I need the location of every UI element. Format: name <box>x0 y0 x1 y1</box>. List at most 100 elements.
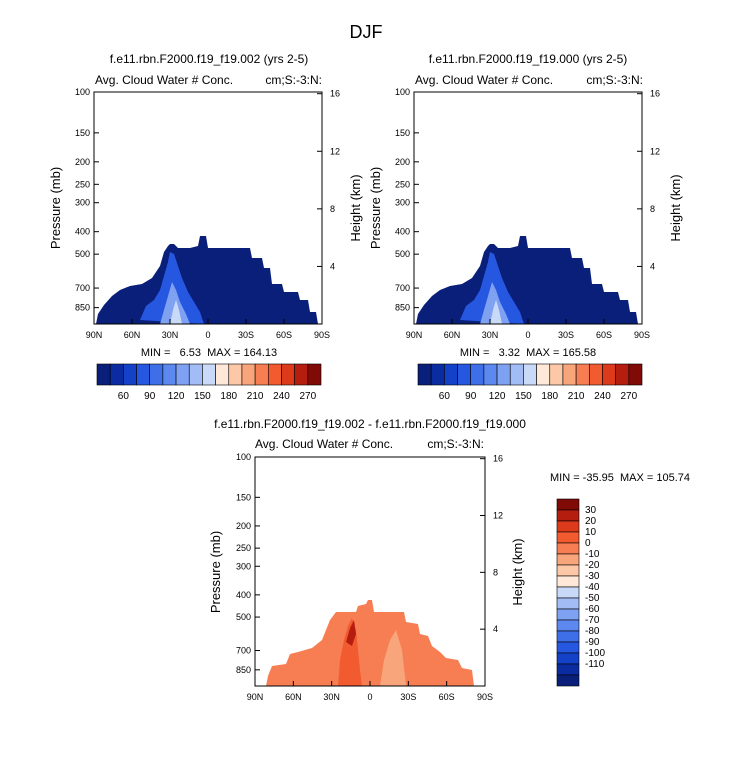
colorbar-swatch <box>556 509 580 522</box>
colorbar-label: 60 <box>118 391 130 402</box>
colorbar-swatch <box>470 363 485 386</box>
y-right-tick-label: 16 <box>330 89 340 99</box>
y-right-tick-label: 12 <box>650 146 660 156</box>
x-tick-label: 30S <box>400 692 416 702</box>
colorbar-label: -20 <box>585 560 600 571</box>
x-tick-label: 60S <box>439 692 455 702</box>
colorbar-swatch <box>417 363 432 386</box>
panel-3-subtitle-right: cm;S:-3:N: <box>427 437 484 451</box>
colorbar-swatch <box>444 363 458 386</box>
colorbar-swatch <box>556 498 580 511</box>
panel-3-region-strong <box>338 618 362 686</box>
x-tick-label: 60N <box>444 330 461 340</box>
colorbar-swatch <box>562 363 577 386</box>
x-tick-label: 30S <box>238 330 254 340</box>
colorbar-label: 90 <box>465 391 477 402</box>
panel-3-ylabel: Pressure (mb) <box>208 531 223 613</box>
panel-2-y-ticks: 100 150 200 250 300 400 500 700 850 <box>395 87 419 313</box>
panel-3-region-weak <box>380 630 406 686</box>
colorbar-swatch <box>556 630 580 643</box>
panel-3-y-ticks-right: 16 12 8 4 <box>480 454 503 634</box>
colorbar-label: -90 <box>585 637 600 648</box>
panel-2-heatmap-field <box>416 236 638 324</box>
x-tick-label: 90N <box>86 330 103 340</box>
colorbar-label: 0 <box>585 538 591 549</box>
colorbar-label: 210 <box>568 391 585 402</box>
colorbar-swatch <box>556 597 580 610</box>
panel-2-ylabel: Pressure (mb) <box>368 167 383 249</box>
panel-2-subtitle-right: cm;S:-3:N: <box>586 73 643 87</box>
panel-1: f.e11.rbn.F2000.f19_f19.002 (yrs 2-5) Av… <box>48 52 363 402</box>
y-tick-label: 850 <box>236 665 251 675</box>
colorbar-swatch <box>136 363 151 386</box>
colorbar-swatch <box>523 363 537 386</box>
x-tick-label: 30N <box>162 330 179 340</box>
colorbar-swatch <box>254 363 269 386</box>
y-tick-label: 200 <box>395 157 410 167</box>
colorbar-swatch <box>281 363 295 386</box>
colorbar-label: 150 <box>515 391 532 402</box>
y-tick-label: 500 <box>75 249 90 259</box>
y-tick-label: 100 <box>75 87 90 97</box>
y-tick-label: 100 <box>236 452 251 462</box>
colorbar-swatch <box>430 363 445 386</box>
colorbar-label: -110 <box>585 659 605 670</box>
y-right-tick-label: 12 <box>330 146 340 156</box>
colorbar-swatch <box>556 520 580 533</box>
x-tick-label: 90S <box>477 692 493 702</box>
x-tick-label: 60N <box>124 330 141 340</box>
colorbar-swatch <box>123 363 137 386</box>
panel-2: f.e11.rbn.F2000.f19_f19.000 (yrs 2-5) Av… <box>368 52 683 402</box>
x-tick-label: 0 <box>205 330 210 340</box>
colorbar-swatch <box>509 363 524 386</box>
colorbar-swatch <box>575 363 590 386</box>
panel-1-region-light <box>160 282 190 324</box>
panel-1-heatmap-field <box>96 236 318 324</box>
y-tick-label: 400 <box>75 227 90 237</box>
panel-2-region-light <box>480 282 510 324</box>
panel-3-subtitle-left: Avg. Cloud Water # Conc. <box>255 437 393 451</box>
panel-1-subtitle-right: cm;S:-3:N: <box>265 73 322 87</box>
panel-2-subtitle-left: Avg. Cloud Water # Conc. <box>415 73 553 87</box>
colorbar-label: -40 <box>585 582 600 593</box>
colorbar-label: 60 <box>439 391 451 402</box>
colorbar-swatch <box>588 363 603 386</box>
panel-1-ylabel: Pressure (mb) <box>48 167 63 249</box>
y-right-tick-label: 8 <box>330 204 335 214</box>
colorbar-swatch <box>615 363 630 386</box>
panel-1-subtitle-left: Avg. Cloud Water # Conc. <box>95 73 233 87</box>
y-tick-label: 300 <box>236 561 251 571</box>
colorbar-swatch <box>149 363 164 386</box>
colorbar-swatch <box>556 553 580 566</box>
y-tick-label: 500 <box>236 612 251 622</box>
colorbar-label: -70 <box>585 615 600 626</box>
y-tick-label: 700 <box>395 283 410 293</box>
panel-1-ylabel-right: Height (km) <box>348 174 363 241</box>
colorbar-swatch <box>215 363 230 386</box>
colorbar-swatch <box>241 363 256 386</box>
colorbar-swatch <box>536 363 551 386</box>
panel-3-region-positive <box>266 600 474 686</box>
y-tick-label: 100 <box>395 87 410 97</box>
panel-3-ylabel-right: Height (km) <box>510 538 525 605</box>
y-tick-label: 850 <box>395 303 410 313</box>
panel-1-title: f.e11.rbn.F2000.f19_f19.002 (yrs 2-5) <box>110 52 309 66</box>
colorbar-swatch <box>294 363 309 386</box>
x-tick-label: 30N <box>323 692 340 702</box>
panel-2-ylabel-right: Height (km) <box>668 174 683 241</box>
colorbar-label: 240 <box>594 391 611 402</box>
panel-1-x-ticks: 90N 60N 30N 0 30S 60S 90S <box>86 319 330 340</box>
panel-3-x-ticks: 90N 60N 30N 0 30S 60S 90S <box>247 681 493 702</box>
colorbar-swatch <box>202 363 216 386</box>
colorbar-swatch <box>556 652 580 665</box>
panel-1-stats: MIN = 6.53 MAX = 164.13 <box>141 347 277 359</box>
panel-1-region-deep <box>96 236 318 324</box>
colorbar-swatch <box>556 619 580 632</box>
colorbar-label: -100 <box>585 648 605 659</box>
y-tick-label: 700 <box>75 283 90 293</box>
colorbar-label: 240 <box>273 391 290 402</box>
y-tick-label: 300 <box>75 198 90 208</box>
y-tick-label: 200 <box>236 521 251 531</box>
colorbar-swatch <box>556 531 580 544</box>
